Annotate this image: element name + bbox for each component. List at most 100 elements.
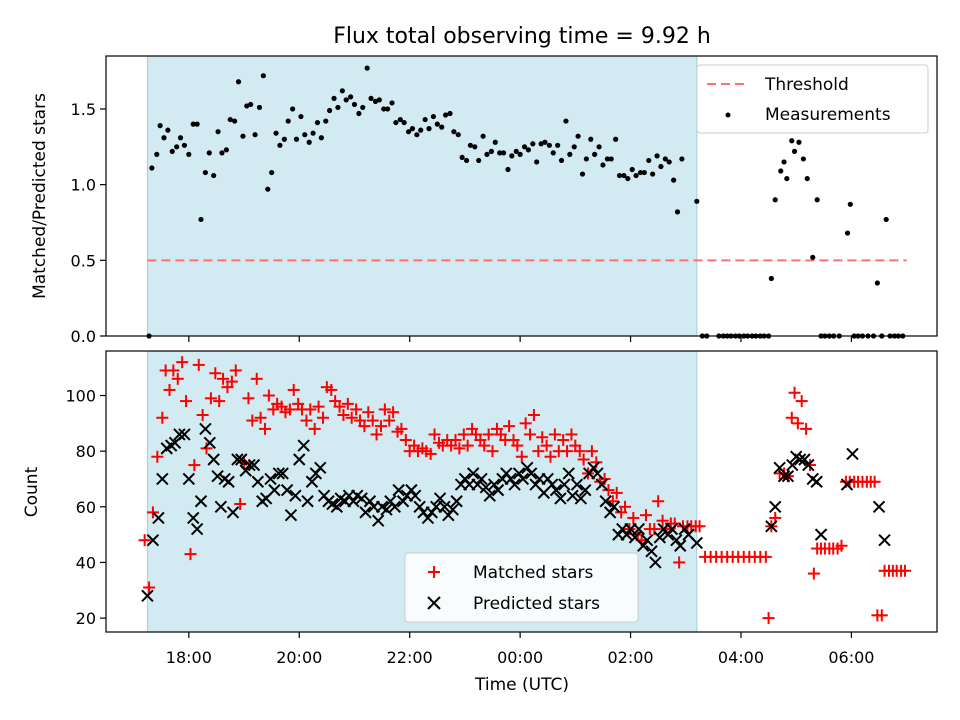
measurement-point [194,121,200,127]
measurement-point [430,113,437,120]
matched-star-point [835,539,848,552]
predicted-star-point [603,506,617,519]
measurement-point [613,136,619,142]
matched-star-point [503,420,516,433]
predicted-star-point [363,495,377,508]
measurement-point [810,254,816,260]
predicted-star-point [632,522,646,536]
matched-star-point [163,383,176,396]
matched-star-point [345,411,358,424]
ratio-legend-box [696,64,929,134]
matched-star-point [176,356,189,369]
measurement-point [181,142,188,148]
measurement-point [149,165,155,171]
measurement-point [277,142,283,148]
measurement-point [356,110,362,117]
predicted-star-point [305,475,319,488]
matched-star-point [341,397,354,410]
measurement-point [662,156,668,162]
measurement-point [451,129,457,135]
measurement-point [583,156,589,162]
measurement-point [575,133,581,139]
predicted-star-point [872,500,886,514]
measurement-point [285,118,291,124]
predicted-star-point [653,531,667,544]
predicted-star-point [243,458,256,472]
measurement-point [389,100,395,106]
predicted-star-point [483,489,496,502]
matched-star-point [337,408,350,421]
predicted-star-point [579,483,592,497]
predicted-star-point [347,495,360,508]
measurement-point [772,197,778,203]
measurement-point [401,119,407,126]
matched-star-point [486,445,499,458]
measurement-point [211,172,217,179]
measurement-point [492,139,498,145]
measurement-point [360,104,366,111]
matched-star-point [229,364,242,377]
count-legend: Matched stars Predicted stars [404,552,639,623]
matched-star-point [759,550,772,563]
predicted-star-point [194,495,208,508]
matched-star-point [374,420,387,433]
matched-star-point [171,372,184,385]
matched-star-point [762,612,775,625]
matched-star-point [424,447,437,460]
measurement-point [235,79,242,85]
predicted-star-point [798,453,811,466]
matched-star-point [254,411,267,424]
matched-star-point [461,439,474,452]
matched-star-point [167,364,180,377]
predicted-star-point [182,472,196,486]
matched-star-point [577,453,590,466]
measurement-point [847,201,853,207]
predicted-star-point [475,472,488,486]
measurement-point [364,65,370,71]
matched-star-point [875,609,888,622]
matched-star-point [482,428,495,441]
measurement-point [567,151,573,157]
predicted-star-point [599,495,612,508]
measurement-point [679,156,685,162]
matched-star-point [209,367,222,380]
matched-star-point [788,386,801,399]
matched-star-point [800,422,813,435]
measurement-point [161,135,167,141]
predicted-star-point [802,458,815,472]
predicted-star-point [235,453,248,466]
predicted-star-point [637,539,650,552]
measurement-point [530,141,536,147]
predicted-star-point [239,464,252,477]
predicted-star-point [421,511,435,525]
predicted-star-point [231,453,244,466]
measurement-point [671,177,677,183]
y-tick-label: 1.5 [71,100,96,119]
matched-star-point [544,450,557,463]
y-tick-label: 80 [76,442,96,461]
measurement-point [625,175,631,182]
y-tick-label: 60 [76,498,96,517]
count-panel: 20 40 60 80 100 18:00 20:00 22:00 00:00 02:00 04:0… [22,350,938,695]
matched-star-point [428,428,441,441]
predicted-star-point [372,514,385,527]
matched-star-point [573,445,586,458]
measurement-point [814,197,820,203]
measurement-point [791,148,798,154]
predicted-star-point [549,483,563,497]
predicted-star-point [521,461,534,475]
matched-star-point [287,383,300,396]
predicted-star-point [566,489,579,502]
measurement-point [198,216,204,223]
legend-threshold-label: Threshold [764,75,849,95]
matched-star-point [225,375,238,388]
matched-star-point [640,509,653,522]
matched-star-point [184,548,197,561]
predicted-star-point [554,492,567,505]
matched-star-point [146,506,159,519]
matched-star-point [673,556,686,569]
matched-star-point [350,403,363,416]
matched-star-point [200,442,213,455]
predicted-star-point [595,478,609,491]
